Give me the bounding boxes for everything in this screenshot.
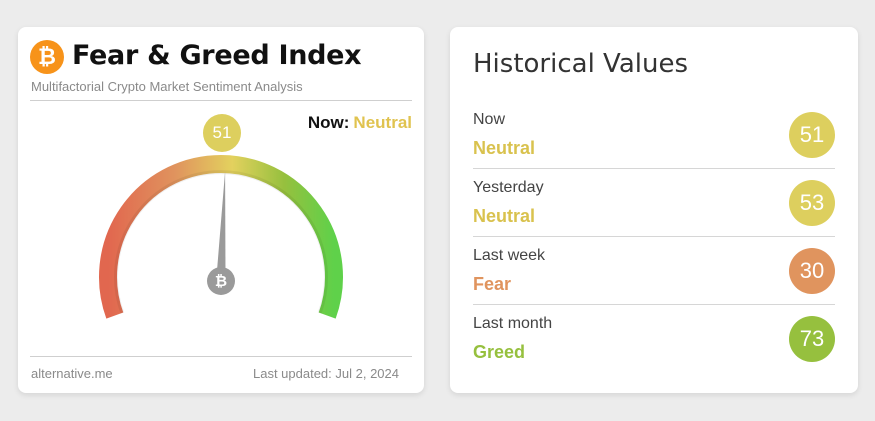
history-classification: Neutral (473, 206, 536, 226)
now-classification: Neutral (353, 113, 412, 132)
header-divider (30, 100, 412, 101)
now-status: Now: Neutral (308, 113, 412, 133)
history-period-label: Last month (473, 315, 553, 332)
history-row-last-week: Last week Fear 30 (450, 237, 858, 305)
gauge-needle (216, 171, 226, 278)
gauge-hub (207, 267, 235, 295)
now-label: Now: (307, 113, 350, 132)
history-value-badge: 53 (789, 180, 835, 226)
row-divider (473, 168, 835, 169)
history-value-badge: 73 (789, 316, 835, 362)
history-classification: Greed (473, 342, 526, 362)
fear-greed-card: ₿ Fear & Greed Index Multifactorial Cryp… (18, 27, 424, 393)
last-updated: Last updated: Jul 2, 2024 (252, 366, 399, 381)
bitcoin-icon: ₿ (30, 40, 64, 74)
sentiment-gauge: ₿ (99, 155, 343, 319)
history-classification: Fear (473, 274, 512, 294)
history-row-now: Now Neutral 51 (450, 101, 858, 169)
history-period-label: Now (473, 111, 506, 128)
current-value-badge: 51 (203, 114, 241, 152)
gauge-arc (99, 155, 343, 319)
index-subtitle: Multifactorial Crypto Market Sentiment A… (31, 79, 303, 94)
footer-divider (30, 356, 412, 357)
history-row-last-month: Last month Greed 73 (450, 305, 858, 373)
history-period-label: Yesterday (473, 179, 544, 196)
source-label: alternative.me (31, 366, 113, 381)
gauge-arc-shading (114, 170, 328, 314)
bitcoin-hub-icon: ₿ (215, 272, 227, 290)
history-value-badge: 30 (789, 248, 835, 294)
history-period-label: Last week (473, 247, 546, 264)
history-value-badge: 51 (789, 112, 835, 158)
row-divider (473, 236, 835, 237)
history-row-yesterday: Yesterday Neutral 53 (450, 169, 858, 237)
historical-title: Historical Values (473, 49, 688, 79)
historical-values-card: Historical Values Now Neutral 51 Yesterd… (450, 27, 858, 393)
index-title: Fear & Greed Index (72, 40, 362, 71)
history-classification: Neutral (473, 138, 536, 158)
row-divider (473, 304, 835, 305)
